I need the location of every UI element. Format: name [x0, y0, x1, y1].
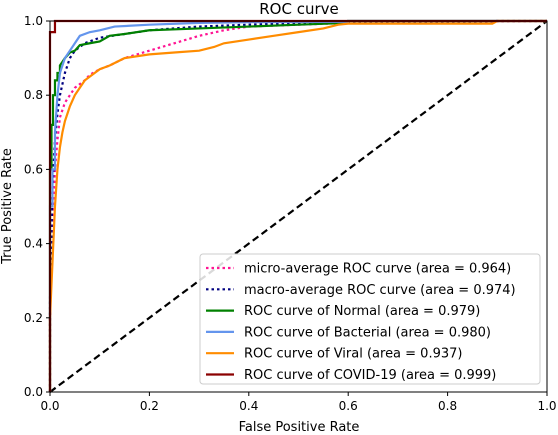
- x-axis: 0.0 0.2 0.4 0.6 0.8 1.0: [40, 392, 557, 413]
- legend-label-2: ROC curve of Normal (area = 0.979): [244, 304, 480, 319]
- y-tick-label: 0.8: [24, 88, 43, 102]
- y-tick-label: 0.2: [24, 311, 43, 325]
- chance-diagonal-line: [49, 20, 548, 393]
- legend-label-3: ROC curve of Bacterial (area = 0.980): [244, 325, 491, 340]
- x-axis-label: False Positive Rate: [239, 420, 360, 435]
- x-tick-label: 0.0: [40, 399, 59, 413]
- y-axis-label: True Positive Rate: [0, 148, 15, 265]
- legend: micro-average ROC curve (area = 0.964) ma…: [199, 253, 541, 385]
- y-axis: 0.0 0.2 0.4 0.6 0.8 1.0: [24, 14, 50, 399]
- y-tick-label: 0.6: [24, 162, 43, 176]
- axes-frame: [49, 20, 548, 393]
- y-tick-label: 0.4: [24, 237, 43, 251]
- legend-label-4: ROC curve of Viral (area = 0.937): [244, 347, 462, 362]
- series-line-4: [48, 19, 547, 392]
- y-tick-label: 0.0: [24, 385, 43, 399]
- x-tick-label: 1.0: [537, 399, 556, 413]
- chart-title: ROC curve: [259, 0, 339, 18]
- plot-area: [48, 19, 548, 393]
- x-tick-label: 0.4: [239, 399, 258, 413]
- legend-label-1: macro-average ROC curve (area = 0.974): [244, 283, 516, 298]
- x-tick-label: 0.6: [339, 399, 358, 413]
- legend-label-0: micro-average ROC curve (area = 0.964): [244, 262, 511, 277]
- legend-label-5: ROC curve of COVID-19 (area = 0.999): [244, 368, 496, 383]
- series-line-3: [48, 19, 547, 392]
- series-line-1: [48, 19, 547, 392]
- x-tick-label: 0.2: [140, 399, 159, 413]
- x-tick-label: 0.8: [438, 399, 457, 413]
- y-tick-label: 1.0: [24, 14, 43, 28]
- legend-box: [199, 253, 541, 385]
